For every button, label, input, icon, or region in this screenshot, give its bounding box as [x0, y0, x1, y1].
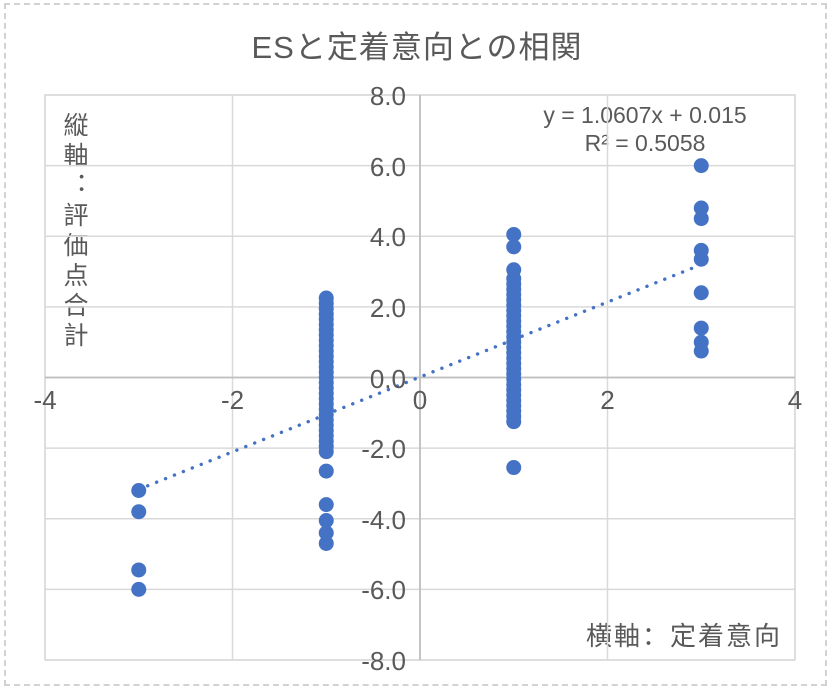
y-axis-tick-label: 6.0 — [369, 151, 406, 182]
x-axis-title: 横軸：定着意向 — [586, 621, 783, 651]
y-axis-title: 縦軸：評価点合計 — [60, 112, 88, 352]
data-point — [131, 483, 147, 498]
data-point — [131, 581, 147, 597]
trendline-equation: y = 1.0607x + 0.015 R² = 0.5058 — [495, 101, 795, 157]
y-axis-tick-label: -2.0 — [361, 434, 406, 465]
data-point — [506, 226, 522, 242]
y-axis-tick-label: -8.0 — [361, 646, 406, 676]
y-axis-tick-label: 0.0 — [369, 363, 406, 394]
data-point — [131, 562, 147, 578]
data-point — [693, 285, 709, 301]
data-point — [693, 211, 709, 227]
x-axis-tick-label: -2 — [220, 384, 245, 415]
y-axis-tick-label: -6.0 — [361, 575, 406, 606]
data-point — [693, 343, 709, 359]
x-axis-tick-label: -4 — [33, 384, 57, 415]
x-axis-tick-label: 4 — [787, 384, 803, 415]
chart-title: ESと定着意向との相関 — [251, 30, 583, 65]
y-axis-tick-label: -4.0 — [361, 504, 406, 535]
y-axis-tick-label: 2.0 — [369, 292, 406, 323]
data-point — [318, 463, 334, 479]
data-point — [318, 497, 334, 513]
y-axis-tick-label: 8.0 — [369, 81, 406, 111]
data-point — [318, 444, 334, 460]
trendline-r-squared: R² = 0.5058 — [584, 130, 706, 156]
data-point — [318, 513, 334, 529]
data-point — [318, 525, 334, 541]
x-axis-tick-label: 2 — [600, 384, 615, 415]
data-point — [318, 535, 334, 551]
data-point — [693, 251, 709, 267]
data-point — [506, 414, 522, 430]
data-point — [693, 158, 709, 174]
x-axis-tick-label: 0 — [412, 384, 428, 415]
data-point — [131, 504, 147, 520]
data-point — [693, 200, 709, 216]
data-point — [506, 239, 522, 255]
y-axis-tick-label: 4.0 — [369, 222, 406, 253]
data-point — [693, 320, 709, 336]
trendline-equation-line: y = 1.0607x + 0.015 — [543, 102, 747, 128]
data-point — [506, 460, 522, 476]
